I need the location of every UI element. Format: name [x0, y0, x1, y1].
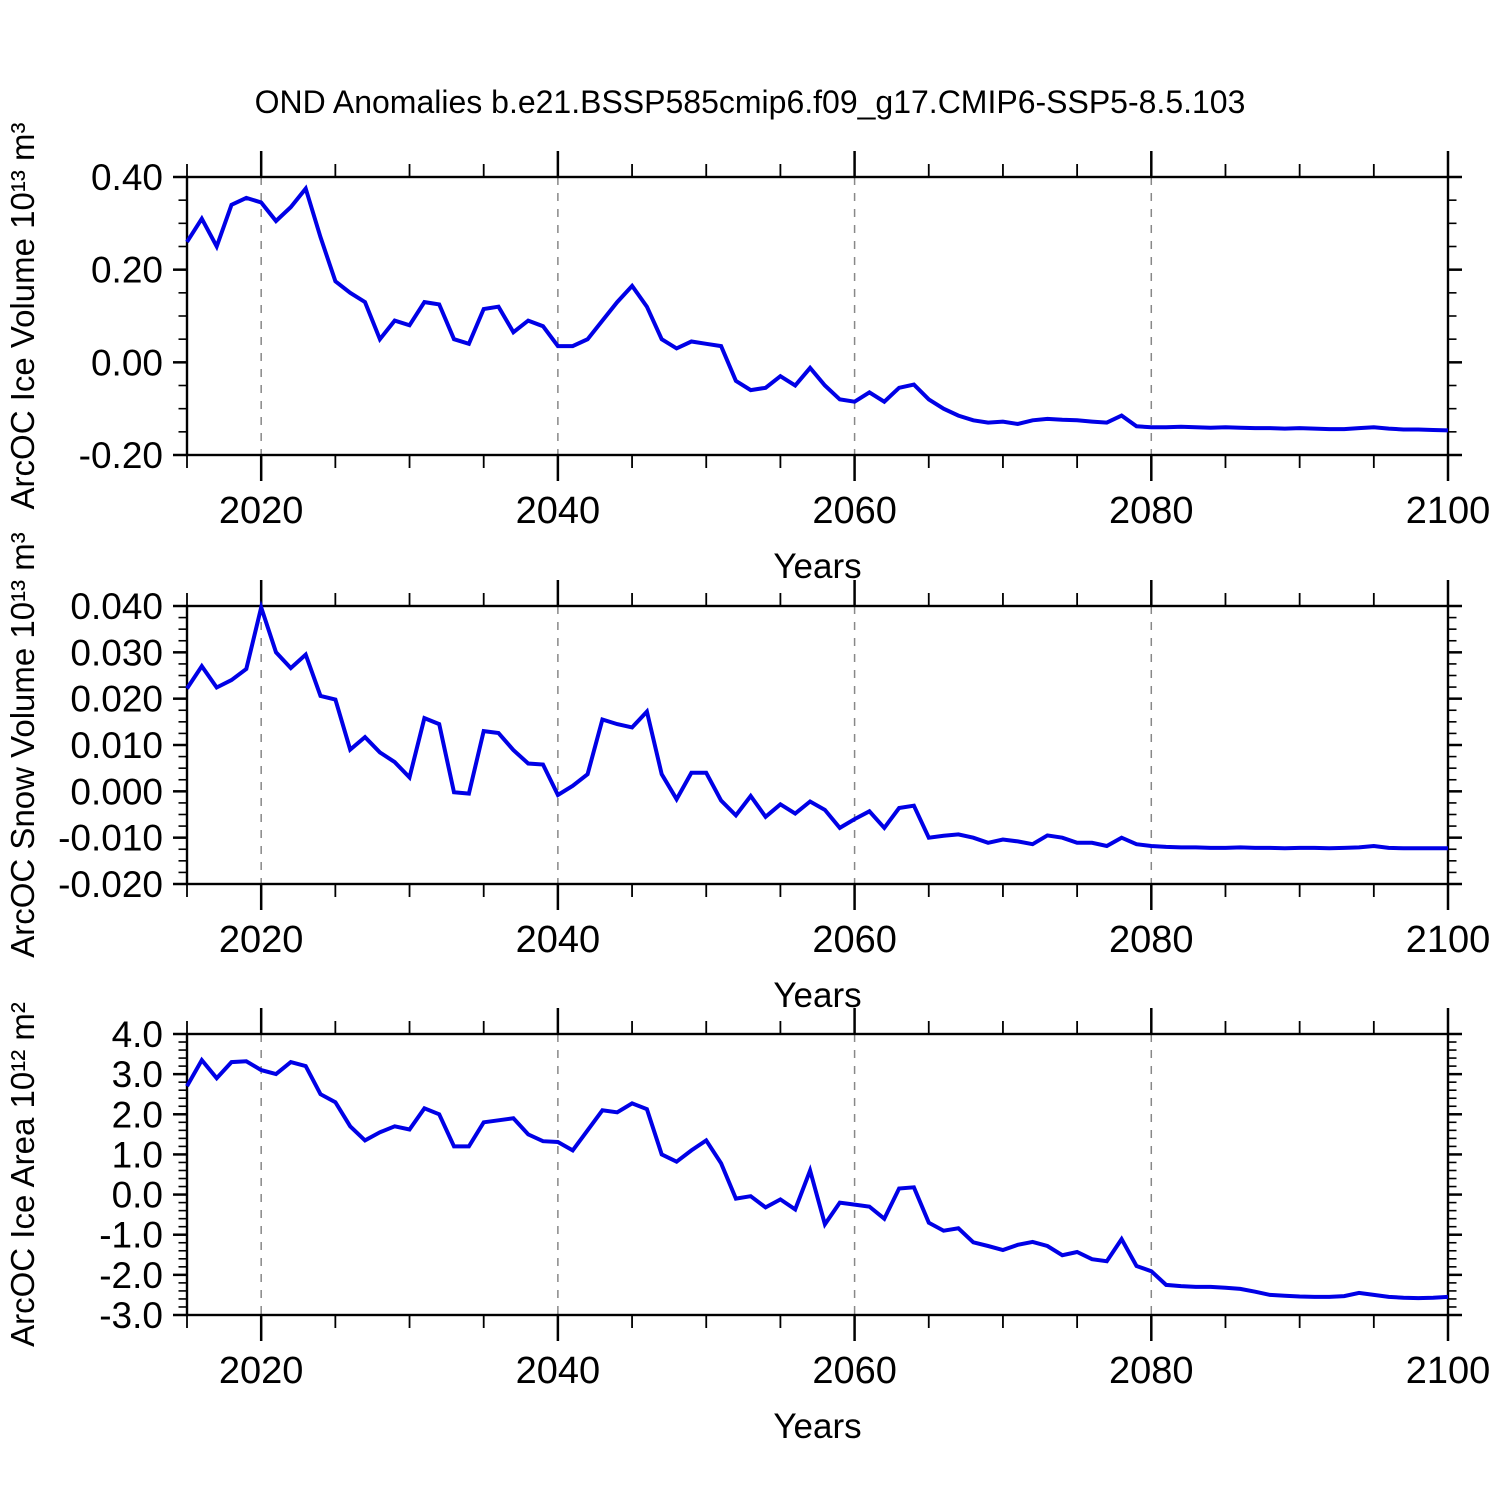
y-tick-label: 1.0: [112, 1134, 163, 1175]
y-tick-label: 0.0: [112, 1175, 163, 1216]
y-tick-label: 0.040: [70, 586, 163, 627]
x-tick-label: 2080: [1109, 919, 1194, 961]
y-tick-label: 0.020: [70, 679, 163, 720]
x-tick-label: 2020: [219, 1350, 304, 1392]
y-tick-label: -0.20: [79, 435, 163, 476]
y-axis-title: ArcOC Ice Volume 10¹³ m³: [4, 123, 41, 510]
x-axis-title: Years: [773, 1407, 861, 1446]
data-line: [185, 184, 1449, 433]
data-line: [185, 600, 1448, 851]
y-tick-label: 0.010: [70, 725, 163, 766]
y-tick-label: 0.20: [91, 250, 163, 291]
x-axis-title: Years: [773, 547, 861, 586]
y-tick-label: 4.0: [112, 1014, 163, 1055]
y-axis-title: ArcOC Snow Volume 10¹³ m³: [4, 532, 41, 957]
y-tick-label: -0.020: [58, 864, 163, 905]
y-tick-label: 0.40: [91, 157, 163, 198]
y-axis-title: ArcOC Ice Area 10¹² m²: [4, 1002, 41, 1347]
x-tick-label: 2040: [516, 1350, 601, 1392]
y-tick-label: 2.0: [112, 1094, 163, 1135]
x-tick-label: 2020: [219, 490, 304, 532]
plot-box: [185, 1032, 1450, 1317]
y-tick-label: -1.0: [99, 1215, 163, 1256]
y-tick-label: 0.030: [70, 632, 163, 673]
x-tick-label: 2060: [812, 919, 897, 961]
plot-box: [185, 604, 1450, 886]
plot-box: [185, 175, 1450, 457]
y-tick-label: -2.0: [99, 1255, 163, 1296]
x-axis-title: Years: [773, 976, 861, 1015]
x-tick-label: 2040: [516, 919, 601, 961]
x-tick-label: 2080: [1109, 490, 1194, 532]
x-tick-label: 2060: [812, 490, 897, 532]
x-tick-label: 2060: [812, 1350, 897, 1392]
y-tick-label: 0.00: [91, 342, 163, 383]
y-tick-label: -3.0: [99, 1295, 163, 1336]
x-tick-label: 2080: [1109, 1350, 1194, 1392]
x-tick-label: 2100: [1406, 1350, 1491, 1392]
x-tick-label: 2040: [516, 490, 601, 532]
data-line: [185, 1056, 1449, 1301]
y-tick-label: 0.000: [70, 771, 163, 812]
x-tick-label: 2100: [1406, 919, 1491, 961]
y-tick-label: 3.0: [112, 1054, 163, 1095]
x-tick-label: 2100: [1406, 490, 1491, 532]
x-tick-label: 2020: [219, 919, 304, 961]
y-tick-label: -0.010: [58, 818, 163, 859]
figure-title: OND Anomalies b.e21.BSSP585cmip6.f09_g17…: [254, 84, 1246, 120]
